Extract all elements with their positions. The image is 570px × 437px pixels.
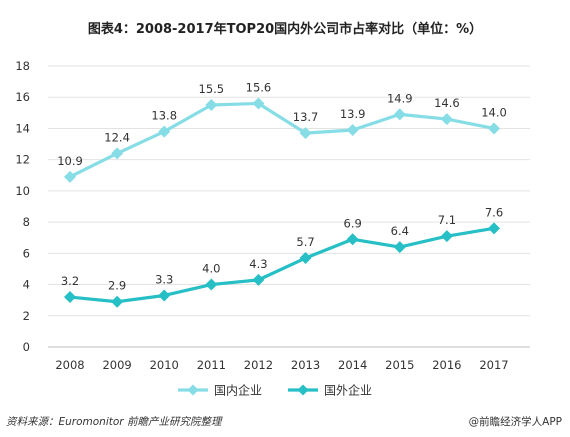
- data-point: [158, 289, 171, 302]
- series-line-0: [69, 101, 495, 179]
- data-point: [252, 273, 265, 286]
- data-label: 15.6: [246, 80, 272, 94]
- legend-label: 国内企业: [214, 383, 262, 398]
- legend-marker-1: [297, 384, 309, 396]
- x-tick-label: 2015: [385, 358, 414, 372]
- data-point: [440, 230, 453, 243]
- y-tick-label: 16: [15, 90, 30, 104]
- data-point: [205, 99, 218, 112]
- grid-lines: [48, 65, 530, 348]
- legend: 国内企业 国外企业: [178, 383, 372, 398]
- data-label: 2.9: [108, 279, 126, 293]
- data-label: 6.4: [391, 224, 409, 238]
- data-labels: 10.9 12.4 13.8 15.5 15.6 13.7 13.9 14.9 14.6 14.0…: [57, 80, 507, 292]
- data-point: [64, 170, 76, 183]
- data-point: [488, 122, 500, 135]
- x-tick-labels: 2008 2009 2010 2011 2012 2013 2014 2015 2016 2017: [55, 358, 508, 372]
- y-tick-label: 0: [23, 340, 30, 354]
- y-tick-label: 4: [23, 278, 30, 292]
- y-tick-label: 8: [23, 215, 30, 229]
- data-label: 7.6: [485, 205, 503, 219]
- data-point: [111, 147, 124, 160]
- data-point: [299, 127, 312, 140]
- data-point: [252, 97, 265, 110]
- data-label: 13.8: [151, 109, 177, 123]
- source-note: 资料来源：Euromonitor 前瞻产业研究院整理: [6, 416, 222, 428]
- x-tick-label: 2013: [291, 358, 320, 372]
- data-label: 12.4: [104, 130, 130, 144]
- y-tick-label: 12: [15, 153, 30, 167]
- data-point: [440, 113, 453, 126]
- data-point: [111, 295, 124, 308]
- x-tick-label: 2010: [150, 358, 179, 372]
- brand-credit: @前瞻经济学人APP: [468, 416, 562, 428]
- data-label: 4.0: [202, 262, 220, 276]
- x-tick-label: 2016: [432, 358, 461, 372]
- x-tick-label: 2012: [244, 358, 273, 372]
- data-label: 3.3: [155, 272, 173, 286]
- y-tick-label: 18: [15, 59, 30, 73]
- data-label: 6.9: [344, 216, 362, 230]
- x-tick-label: 2017: [479, 358, 508, 372]
- data-label: 13.7: [293, 110, 319, 124]
- y-tick-label: 10: [15, 184, 30, 198]
- data-label: 13.9: [340, 107, 366, 121]
- data-point: [64, 291, 76, 304]
- x-tick-label: 2009: [102, 358, 131, 372]
- chart-title: 图表4：2008-2017年TOP20国内外公司市占率对比（单位：%）: [87, 22, 483, 37]
- y-tick-labels: 0 2 4 6 8 10 12 14 16 18: [15, 59, 30, 354]
- data-label: 4.3: [249, 257, 267, 271]
- y-tick-label: 6: [23, 246, 30, 260]
- legend-label: 国外企业: [324, 383, 372, 398]
- y-tick-label: 14: [15, 121, 30, 135]
- data-label: 14.9: [387, 91, 413, 105]
- data-points: [64, 97, 500, 308]
- data-label: 15.5: [199, 82, 225, 96]
- data-label: 3.2: [61, 274, 79, 288]
- x-tick-label: 2011: [197, 358, 226, 372]
- legend-marker-0: [187, 384, 199, 396]
- data-point: [299, 252, 312, 265]
- data-label: 10.9: [57, 154, 83, 168]
- data-label: 7.1: [438, 213, 456, 227]
- series-lines: [69, 101, 495, 304]
- data-point: [393, 241, 406, 254]
- data-label: 5.7: [296, 235, 314, 249]
- data-label: 14.0: [481, 105, 507, 119]
- series-line-1: [69, 226, 495, 304]
- data-label: 14.6: [434, 96, 460, 110]
- x-tick-label: 2014: [338, 358, 367, 372]
- y-tick-label: 2: [23, 309, 30, 323]
- data-point: [393, 108, 406, 121]
- data-point: [346, 124, 359, 137]
- data-point: [488, 222, 500, 235]
- data-point: [346, 233, 359, 246]
- x-tick-label: 2008: [55, 358, 84, 372]
- data-point: [205, 278, 218, 291]
- data-point: [158, 125, 171, 138]
